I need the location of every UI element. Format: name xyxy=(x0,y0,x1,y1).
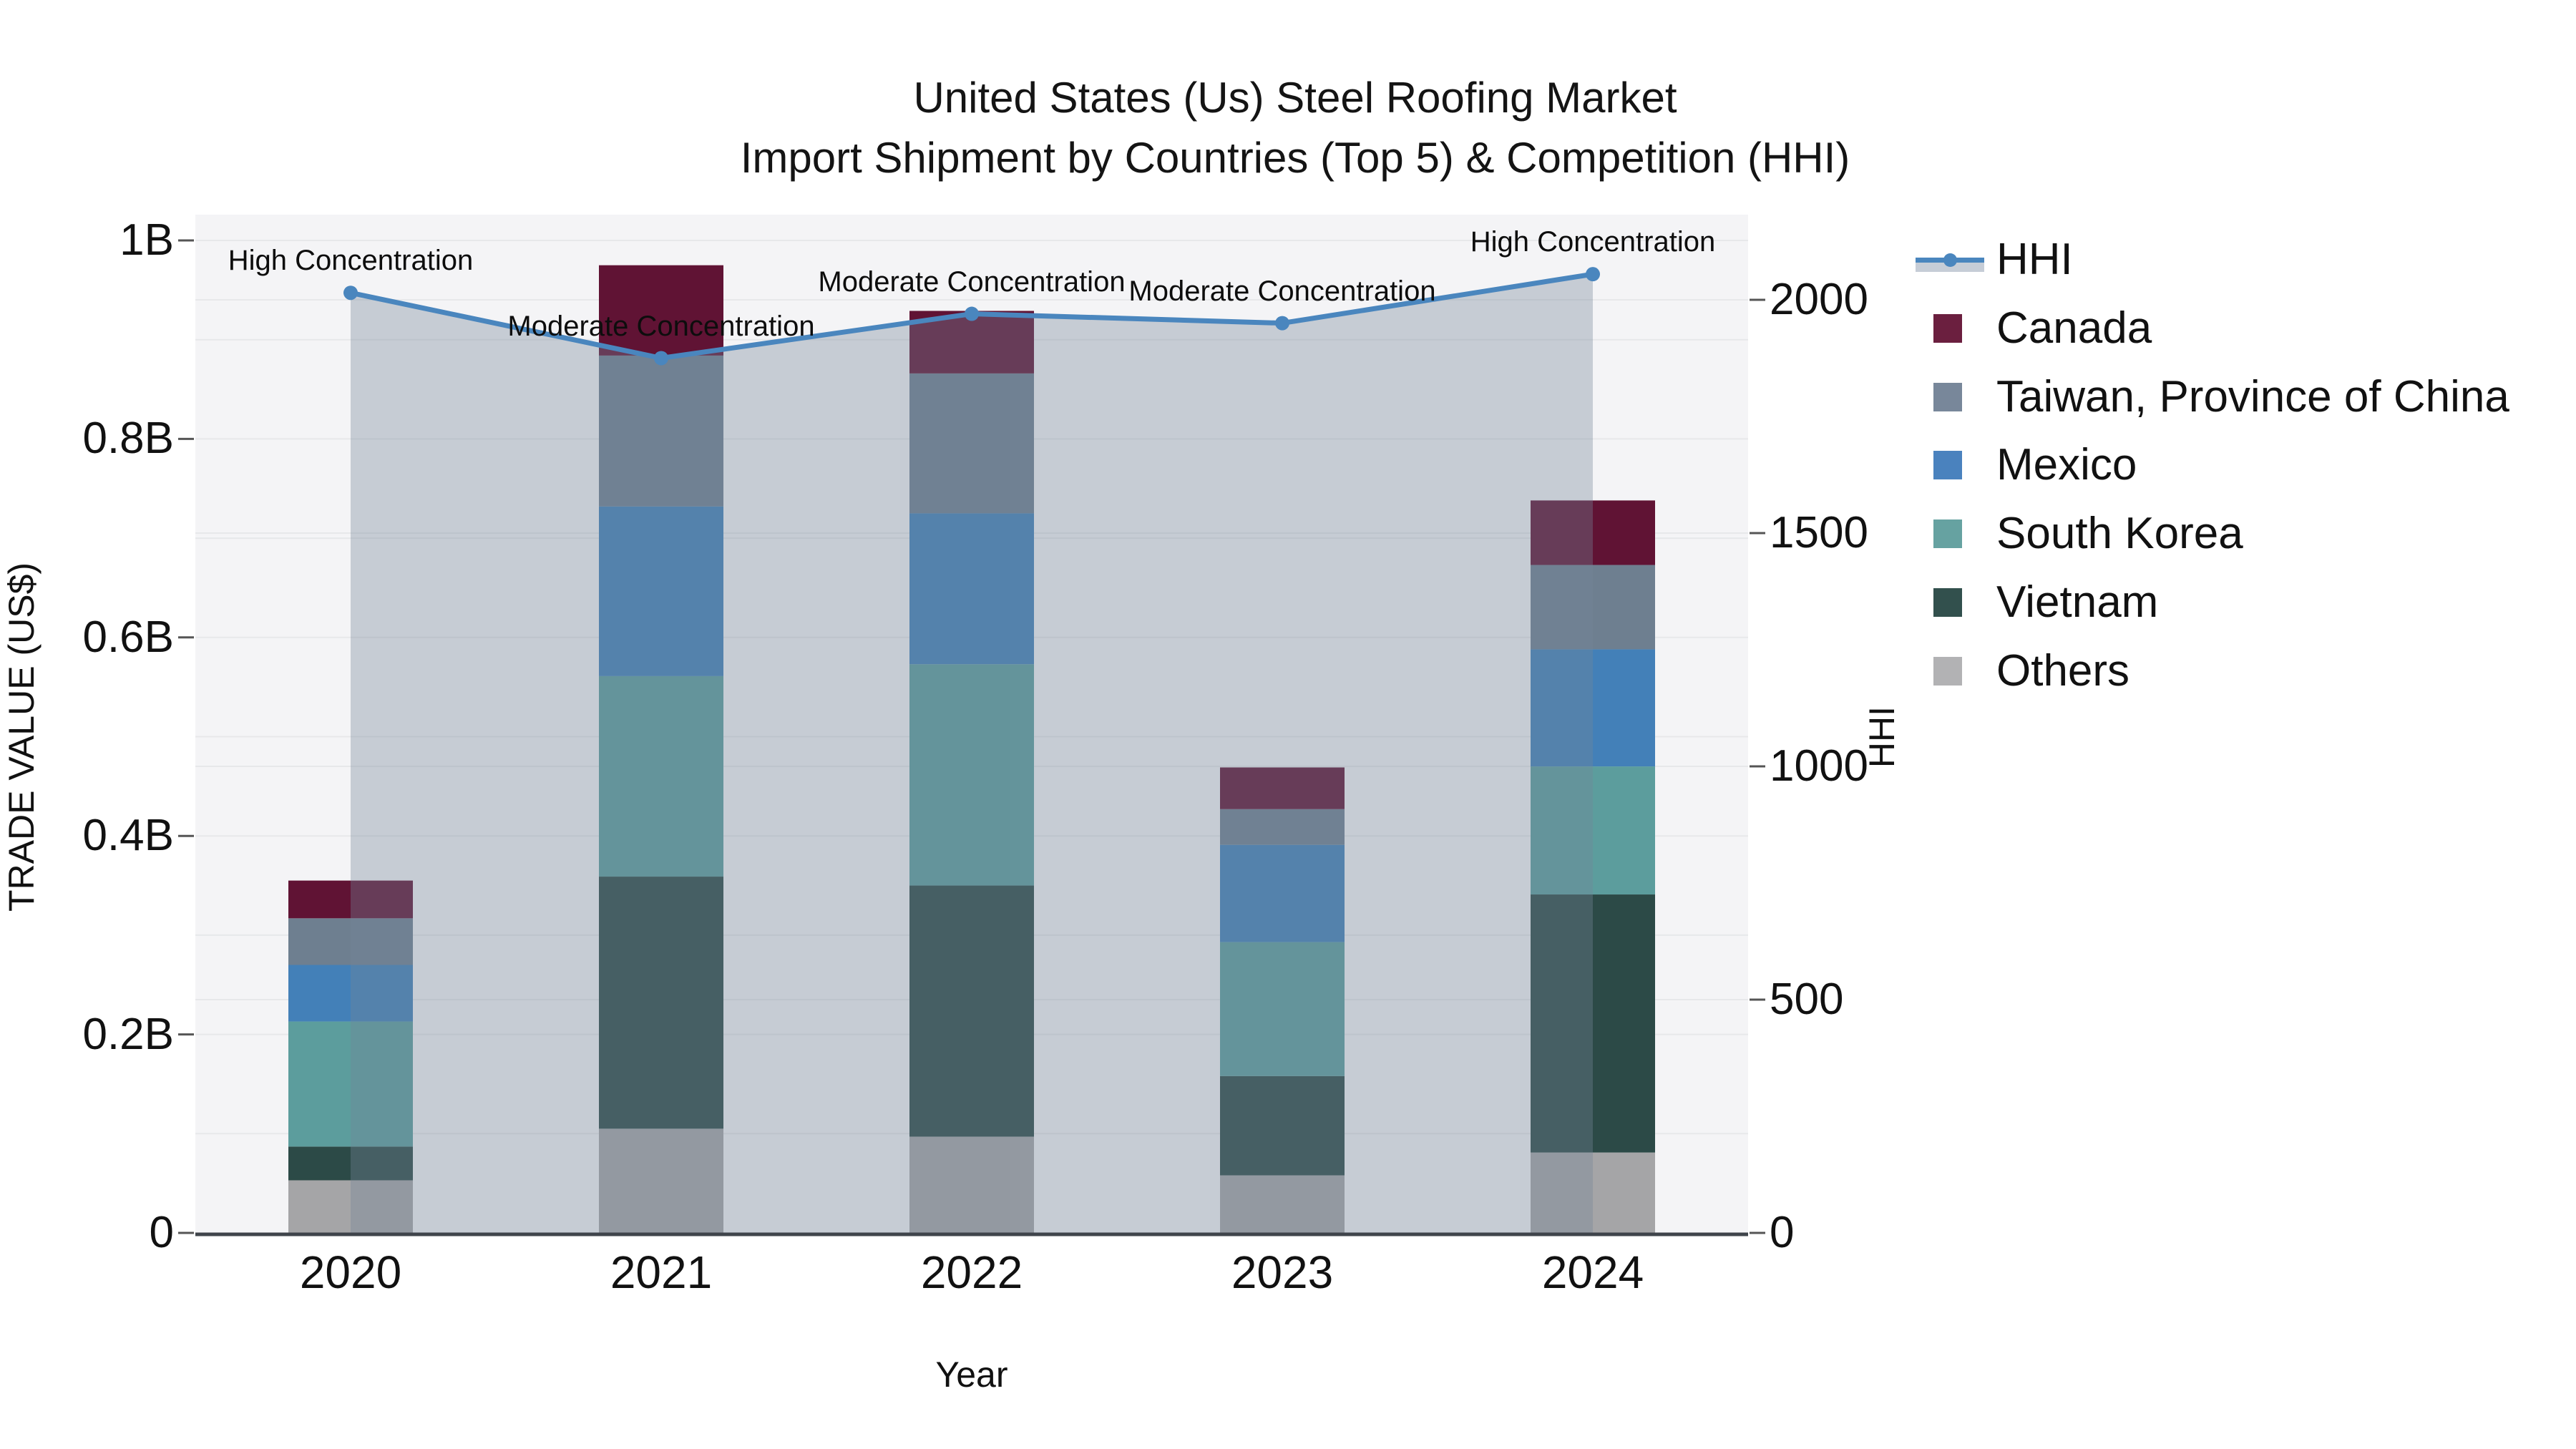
y-left-tick-1b: 1B xyxy=(119,215,174,265)
y-right-tick-500: 500 xyxy=(1770,975,1844,1024)
chart-title-line1: United States (Us) Steel Roofing Market xyxy=(913,74,1677,122)
bar-segment-others-2020[interactable] xyxy=(288,1180,413,1233)
bar-segment-vietnam-2024[interactable] xyxy=(1531,894,1655,1153)
bar-segment-canada-2024[interactable] xyxy=(1531,500,1655,565)
hhi-marker-2024[interactable] xyxy=(1586,267,1600,282)
legend-swatch-vietnam xyxy=(1933,588,1962,617)
legend-swatch-others xyxy=(1933,657,1962,686)
legend-item-taiwan[interactable]: Taiwan, Province of China xyxy=(1915,372,2559,421)
y-left-tick-0: 0 xyxy=(149,1208,174,1257)
legend-label-taiwan: Taiwan, Province of China xyxy=(1996,372,2509,421)
legend-item-others[interactable]: Others xyxy=(1915,646,2559,696)
bar-segment-mexico-2022[interactable] xyxy=(909,513,1034,665)
annotation-2024: High Concentration xyxy=(1470,226,1716,258)
legend-label-canada: Canada xyxy=(1996,303,2152,353)
annotation-2020: High Concentration xyxy=(228,245,474,276)
bar-segment-others-2024[interactable] xyxy=(1531,1152,1655,1233)
y-right-tick-2000: 2000 xyxy=(1770,275,1868,324)
y-right-tick-1000: 1000 xyxy=(1770,741,1868,791)
legend-label-others: Others xyxy=(1996,646,2130,696)
x-tick-2024: 2024 xyxy=(1541,1246,1644,1298)
x-tick-2023: 2023 xyxy=(1231,1246,1334,1298)
bar-segment-vietnam-2021[interactable] xyxy=(599,877,723,1129)
hhi-marker-2021[interactable] xyxy=(654,351,668,366)
bar-segment-taiwan-province-of-china-2023[interactable] xyxy=(1220,809,1345,845)
bar-segment-vietnam-2023[interactable] xyxy=(1220,1075,1345,1176)
hhi-marker-2023[interactable] xyxy=(1275,316,1289,331)
bar-segment-others-2023[interactable] xyxy=(1220,1175,1345,1233)
chart-title-line2: Import Shipment by Countries (Top 5) & C… xyxy=(740,134,1850,182)
x-tick-2022: 2022 xyxy=(920,1246,1023,1298)
legend-label-south-korea: South Korea xyxy=(1996,509,2243,558)
legend-label-mexico: Mexico xyxy=(1996,440,2137,489)
y-right-tick-0: 0 xyxy=(1770,1208,1795,1257)
bar-segment-taiwan-province-of-china-2020[interactable] xyxy=(288,918,413,965)
annotation-2022: Moderate Concentration xyxy=(818,266,1126,298)
bar-segment-south-korea-2023[interactable] xyxy=(1220,942,1345,1076)
y-left-tick-08b: 0.8B xyxy=(82,414,174,463)
hhi-area-fill xyxy=(351,274,1593,1233)
bar-segment-others-2022[interactable] xyxy=(909,1136,1034,1233)
legend-swatch-mexico xyxy=(1933,451,1962,479)
annotation-2023: Moderate Concentration xyxy=(1128,275,1436,307)
legend-swatch-taiwan xyxy=(1933,383,1962,411)
y-left-tick-04b: 0.4B xyxy=(82,811,174,860)
legend-item-mexico[interactable]: Mexico xyxy=(1915,440,2559,489)
legend-swatch-south-korea xyxy=(1933,519,1962,548)
y-right-tick-1500: 1500 xyxy=(1770,508,1868,557)
bar-segment-taiwan-province-of-china-2022[interactable] xyxy=(909,373,1034,514)
bar-segment-mexico-2024[interactable] xyxy=(1531,649,1655,767)
y-left-tick-02b: 0.2B xyxy=(82,1010,174,1059)
y-left-axis-title: TRADE VALUE (US$) xyxy=(1,562,42,912)
bar-segment-south-korea-2024[interactable] xyxy=(1531,766,1655,895)
chart-title: United States (Us) Steel Roofing Market … xyxy=(429,68,2161,188)
x-tick-2020: 2020 xyxy=(299,1246,402,1298)
hhi-line-sample-icon xyxy=(1916,238,1984,281)
legend-item-vietnam[interactable]: Vietnam xyxy=(1915,577,2559,627)
legend-label-vietnam: Vietnam xyxy=(1996,577,2159,627)
y-left-tick-06b: 0.6B xyxy=(82,613,174,662)
legend-label-hhi: HHI xyxy=(1996,235,2073,284)
bar-segment-mexico-2020[interactable] xyxy=(288,965,413,1022)
legend-swatch-canada xyxy=(1933,314,1962,343)
bar-segment-mexico-2023[interactable] xyxy=(1220,844,1345,942)
bar-segment-canada-2021[interactable] xyxy=(599,265,723,356)
bar-segment-taiwan-province-of-china-2024[interactable] xyxy=(1531,565,1655,650)
hhi-marker-dot xyxy=(1943,253,1957,267)
annotation-2021: Moderate Concentration xyxy=(507,311,815,342)
hhi-marker-2020[interactable] xyxy=(343,286,358,301)
bar-segment-vietnam-2022[interactable] xyxy=(909,885,1034,1137)
hhi-marker-2022[interactable] xyxy=(965,306,979,321)
x-axis-title: Year xyxy=(935,1355,1008,1395)
bar-segment-taiwan-province-of-china-2021[interactable] xyxy=(599,355,723,507)
bar-segment-south-korea-2020[interactable] xyxy=(288,1021,413,1147)
x-tick-2021: 2021 xyxy=(610,1246,713,1298)
legend-item-south-korea[interactable]: South Korea xyxy=(1915,509,2559,558)
bar-segment-south-korea-2022[interactable] xyxy=(909,664,1034,886)
bar-segment-canada-2023[interactable] xyxy=(1220,767,1345,809)
bar-segment-south-korea-2021[interactable] xyxy=(599,675,723,877)
legend-item-canada[interactable]: Canada xyxy=(1915,303,2559,353)
legend-item-hhi[interactable]: HHI xyxy=(1915,235,2559,284)
bar-segment-mexico-2021[interactable] xyxy=(599,506,723,676)
bar-segment-canada-2020[interactable] xyxy=(288,880,413,919)
y-right-axis-title: HHI xyxy=(1862,706,1902,769)
bar-segment-others-2021[interactable] xyxy=(599,1128,723,1233)
bar-segment-vietnam-2020[interactable] xyxy=(288,1146,413,1181)
